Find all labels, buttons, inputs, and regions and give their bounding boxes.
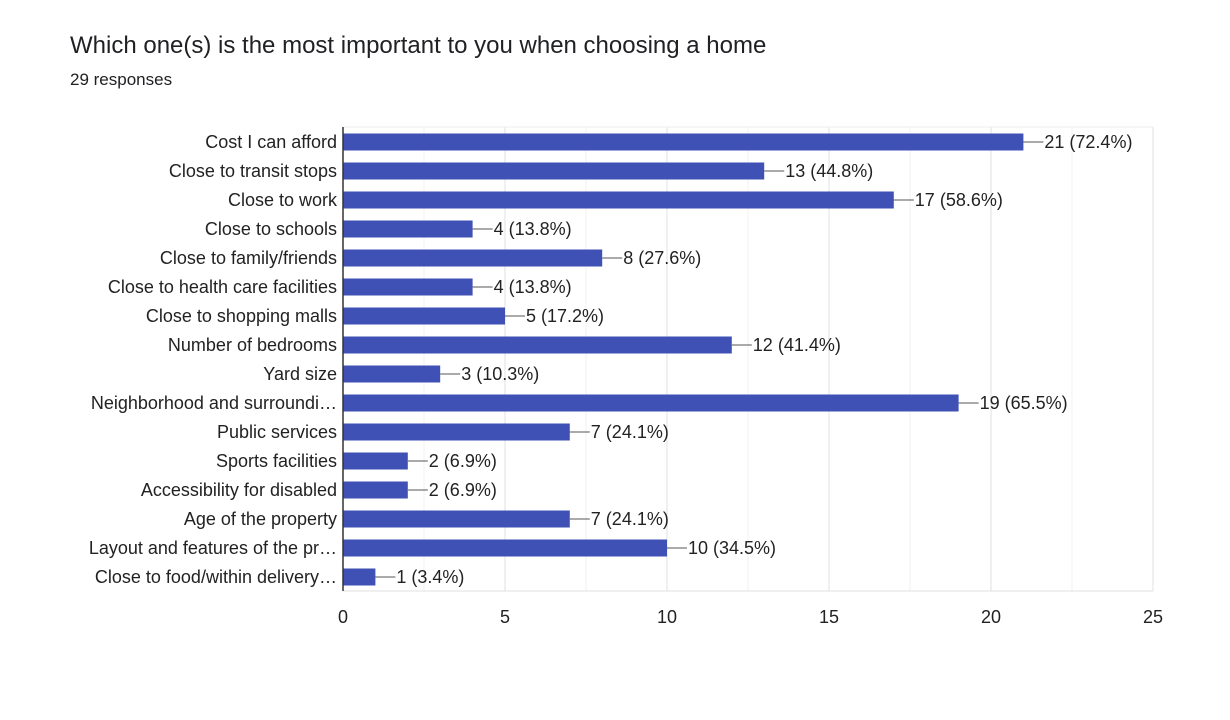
bar [343,510,570,528]
chart-title: Which one(s) is the most important to yo… [70,32,767,59]
bar [343,162,765,180]
data-label: 12 (41.4%) [753,335,841,355]
category-label: Close to schools [205,219,337,239]
response-count: 29 responses [70,70,173,89]
category-label: Neighborhood and surroundi… [91,393,337,413]
bar [343,307,505,325]
category-label: Close to transit stops [169,161,337,181]
x-tick-label: 0 [338,607,348,627]
bar [343,452,408,470]
bar [343,568,376,586]
data-label: 17 (58.6%) [915,190,1003,210]
data-label: 19 (65.5%) [980,393,1068,413]
data-label: 7 (24.1%) [591,509,669,529]
category-label: Age of the property [184,509,337,529]
category-label: Accessibility for disabled [141,480,337,500]
x-tick-label: 25 [1143,607,1163,627]
data-label: 3 (10.3%) [461,364,539,384]
data-label: 21 (72.4%) [1044,132,1132,152]
x-tick-label: 10 [657,607,677,627]
labels: Cost I can afford 21 (72.4%) Close to tran… [89,132,1133,587]
data-label: 7 (24.1%) [591,422,669,442]
bars [343,133,1024,586]
category-label: Close to family/friends [160,248,337,268]
bar [343,481,408,499]
category-label: Yard size [263,364,337,384]
bar [343,539,667,557]
category-label: Close to shopping malls [146,306,337,326]
bar [343,133,1024,151]
data-label: 2 (6.9%) [429,451,497,471]
data-label: 2 (6.9%) [429,480,497,500]
category-label: Close to food/within delivery… [95,567,337,587]
category-label: Public services [217,422,337,442]
category-label: Close to work [228,190,338,210]
bar [343,365,441,383]
data-label: 4 (13.8%) [494,277,572,297]
bar [343,191,894,209]
data-label: 10 (34.5%) [688,538,776,558]
category-label: Sports facilities [216,451,337,471]
data-label: 5 (17.2%) [526,306,604,326]
category-label: Layout and features of the pr… [89,538,337,558]
x-tick-label: 5 [500,607,510,627]
bar [343,220,473,238]
data-label: 1 (3.4%) [396,567,464,587]
category-label: Cost I can afford [205,132,337,152]
bar [343,394,959,412]
bar [343,278,473,296]
data-label: 13 (44.8%) [785,161,873,181]
x-tick-label: 20 [981,607,1001,627]
x-tick-label: 15 [819,607,839,627]
category-label: Number of bedrooms [168,335,337,355]
bar [343,249,603,267]
data-label: 8 (27.6%) [623,248,701,268]
data-label: 4 (13.8%) [494,219,572,239]
bar [343,423,570,441]
bar [343,336,732,354]
axes: 0 5 10 15 20 25 [338,127,1163,627]
category-label: Close to health care facilities [108,277,337,297]
